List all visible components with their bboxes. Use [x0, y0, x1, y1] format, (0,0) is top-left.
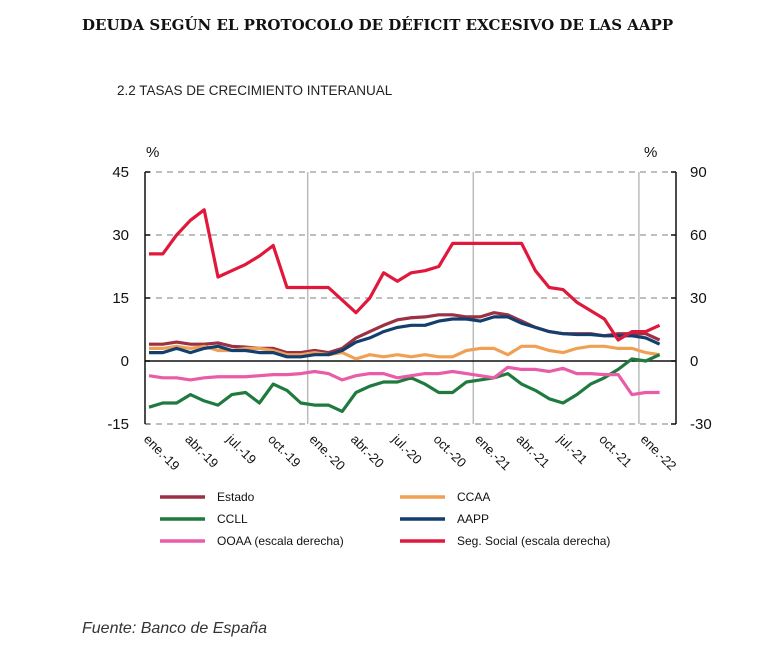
x-tick-label: abr.-19 [182, 432, 221, 471]
x-tick-label: jul.-21 [554, 431, 590, 467]
chart-title: 2.2 TASAS DE CRECIMIENTO INTERANUAL [117, 83, 393, 98]
x-tick-label: ene.-22 [638, 432, 680, 474]
series-line-ccll [148, 353, 661, 413]
x-tick-label: abr.-20 [348, 432, 387, 471]
right-tick-label: 90 [690, 164, 707, 181]
right-tick-label: 0 [690, 353, 698, 370]
left-tick-label: 0 [121, 353, 129, 370]
legend-label: AAPP [457, 512, 489, 526]
left-axis-unit: % [146, 144, 159, 161]
legend-label: CCLL [217, 512, 248, 526]
x-tick-label: oct.-21 [596, 432, 635, 471]
x-tick-label: ene.-19 [141, 432, 183, 474]
legend-label: Seg. Social (escala derecha) [457, 534, 610, 548]
series-line-ooaa [148, 365, 660, 397]
x-tick-label: ene.-21 [472, 432, 514, 474]
right-axis-unit: % [644, 144, 657, 161]
legend-label: CCAA [457, 490, 490, 504]
x-tick-label: abr.-21 [513, 432, 552, 471]
legend-label: OOAA (escala derecha) [217, 534, 344, 548]
left-tick-label: 30 [112, 227, 129, 244]
right-tick-label: -30 [690, 416, 712, 433]
x-tick-label: jul.-20 [389, 431, 425, 467]
x-tick-label: jul.-19 [223, 431, 259, 467]
right-tick-label: 60 [690, 227, 707, 244]
x-tick-label: oct.-20 [431, 432, 470, 471]
source-note: Fuente: Banco de España [82, 620, 268, 637]
page-title: DEUDA SEGÚN EL PROTOCOLO DE DÉFICIT EXCE… [82, 16, 674, 34]
x-tick-label: oct.-19 [265, 432, 304, 471]
x-tick-label: ene.-20 [306, 432, 348, 474]
series-line-aapp [149, 315, 661, 359]
right-tick-label: 30 [690, 290, 707, 307]
left-tick-label: -15 [107, 416, 129, 433]
legend-label: Estado [217, 490, 255, 504]
series-line-seg [149, 208, 661, 342]
left-tick-label: 15 [112, 290, 129, 307]
left-tick-label: 45 [112, 164, 129, 181]
